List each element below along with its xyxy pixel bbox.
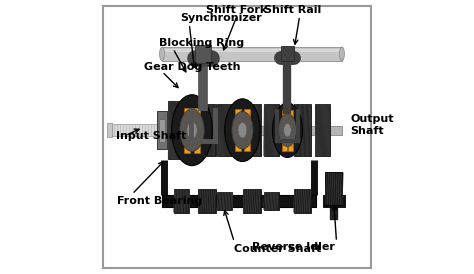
Bar — [168, 101, 183, 159]
Ellipse shape — [232, 111, 253, 149]
Bar — [162, 49, 342, 53]
Bar — [281, 46, 294, 61]
Bar — [293, 190, 311, 213]
Bar — [264, 104, 279, 156]
Text: Blocking Ring: Blocking Ring — [159, 38, 245, 48]
Bar — [173, 190, 189, 213]
Ellipse shape — [278, 114, 296, 147]
Bar — [183, 108, 190, 153]
Bar — [162, 126, 342, 135]
Bar — [157, 111, 167, 149]
Text: Synchronizer: Synchronizer — [180, 13, 262, 23]
Ellipse shape — [172, 95, 212, 165]
Bar — [107, 123, 111, 137]
Text: Shift Rail: Shift Rail — [264, 5, 321, 15]
Bar — [198, 104, 216, 156]
Ellipse shape — [187, 121, 197, 139]
Bar — [293, 104, 311, 156]
Bar — [243, 190, 261, 213]
Ellipse shape — [160, 47, 164, 61]
Bar — [323, 195, 345, 207]
Text: Reverse Idler: Reverse Idler — [252, 242, 335, 252]
Text: Shift Fork: Shift Fork — [206, 5, 268, 15]
Text: Input Shaft: Input Shaft — [116, 131, 186, 141]
Ellipse shape — [225, 99, 260, 162]
Bar — [162, 47, 342, 61]
Ellipse shape — [180, 109, 204, 152]
Bar — [264, 192, 279, 210]
Ellipse shape — [238, 122, 247, 138]
Text: Output
Shaft: Output Shaft — [350, 114, 393, 136]
Ellipse shape — [339, 47, 345, 61]
Bar — [217, 192, 232, 210]
Bar — [288, 110, 293, 151]
Bar — [194, 108, 201, 153]
Bar — [198, 190, 216, 213]
Ellipse shape — [283, 123, 291, 137]
Bar — [243, 104, 261, 156]
Bar — [162, 195, 316, 207]
Bar — [282, 110, 287, 151]
Bar — [195, 45, 210, 62]
Bar — [159, 119, 165, 142]
Bar — [217, 104, 232, 156]
Text: Counter Shaft: Counter Shaft — [234, 244, 321, 254]
Bar — [244, 109, 250, 151]
Text: Front Bearing: Front Bearing — [117, 196, 202, 206]
Ellipse shape — [273, 103, 302, 158]
Text: Gear Dog Teeth: Gear Dog Teeth — [144, 62, 241, 73]
Bar — [325, 172, 342, 205]
Bar — [111, 124, 159, 136]
Bar — [236, 109, 241, 151]
Bar — [315, 104, 330, 156]
